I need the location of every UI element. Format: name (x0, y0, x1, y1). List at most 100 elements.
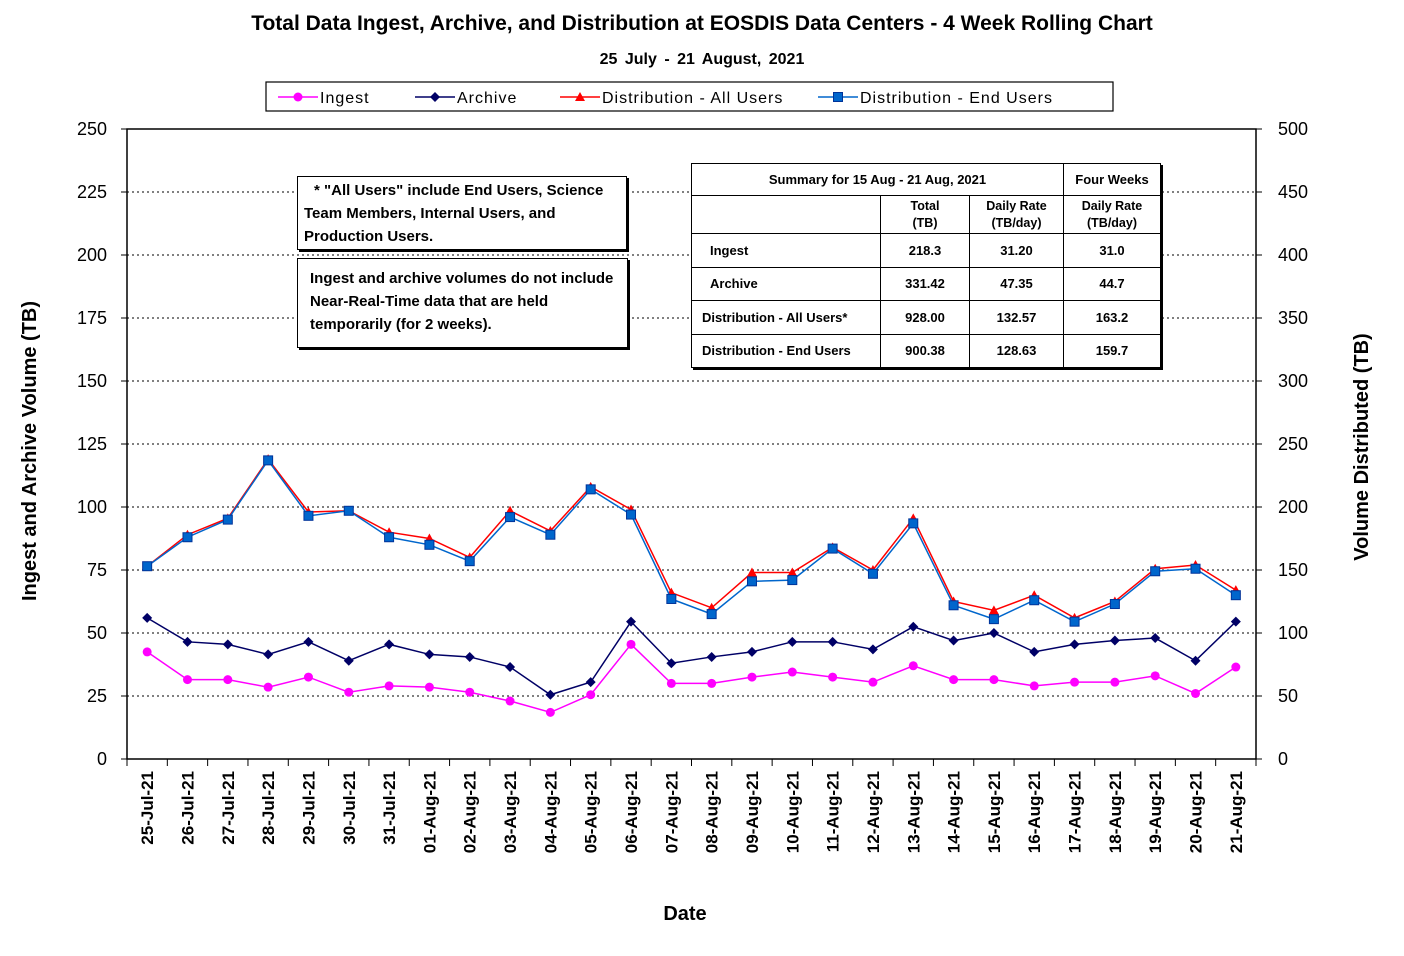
data-point (222, 639, 233, 650)
x-tick-label: 30-Jul-21 (340, 771, 359, 845)
series-line (146, 643, 1237, 714)
data-point (1069, 639, 1080, 650)
series-distribution-all-users (142, 454, 1241, 622)
data-point (142, 561, 153, 572)
series-archive (142, 612, 1241, 700)
x-tick-label: 16-Aug-21 (1025, 771, 1044, 853)
summary-row: Distribution - End Users 900.38 128.63 1… (691, 333, 1161, 368)
data-point (1190, 563, 1201, 574)
data-point (746, 646, 757, 657)
data-point (424, 539, 435, 550)
series-distribution-end-users (142, 455, 1241, 627)
plot-area: 0 25 50 75 100 125 150 175 200 225 250 0 50 100 150 200… (77, 119, 1308, 853)
y-axis-label: Ingest and Archive Volume (TB) (19, 301, 41, 601)
chart-subtitle: 25 July - 21 August, 2021 (599, 51, 805, 68)
data-point (303, 672, 313, 682)
legend-box (265, 81, 1114, 112)
data-point (1150, 566, 1161, 577)
legend-label: Distribution - End Users (860, 90, 1053, 107)
data-point (1110, 677, 1120, 687)
data-point (586, 690, 596, 700)
row-total: 218.3 (880, 233, 970, 268)
row-label: Distribution - End Users (691, 333, 881, 368)
y-tick-label: 150 (77, 371, 107, 391)
legend-label: Ingest (320, 90, 370, 107)
data-point (142, 647, 152, 657)
data-point (827, 636, 838, 647)
y2-tick-label: 100 (1278, 623, 1308, 643)
x-tick-label: 26-Jul-21 (178, 771, 197, 845)
y2-tick-label: 200 (1278, 497, 1308, 517)
legend-marker (293, 92, 303, 102)
x-tick-label: 11-Aug-21 (824, 771, 843, 852)
chart-title: Total Data Ingest, Archive, and Distribu… (251, 12, 1153, 35)
data-point (707, 678, 717, 688)
x-tick-label: 01-Aug-21 (420, 771, 439, 853)
data-point (384, 639, 395, 650)
data-point (1029, 681, 1039, 691)
data-point (263, 649, 274, 660)
x-tick-label: 02-Aug-21 (461, 771, 480, 853)
y-tick-label: 100 (77, 497, 107, 517)
data-point (1190, 655, 1201, 666)
x-tick-label: 15-Aug-21 (985, 771, 1004, 853)
data-point (384, 681, 394, 691)
data-point (988, 614, 999, 625)
x-tick-label: 14-Aug-21 (945, 771, 964, 853)
legend-label: Distribution - All Users (602, 90, 783, 107)
data-point (1230, 616, 1241, 627)
col-rate-line2: (TB/day) (991, 215, 1042, 230)
x-tick-label: 21-Aug-21 (1227, 771, 1246, 853)
data-point (303, 510, 314, 521)
data-point (1230, 590, 1241, 601)
y2-axis-label: Volume Distributed (TB) (1351, 333, 1373, 560)
data-point (182, 532, 193, 543)
data-point (1109, 599, 1120, 610)
data-point (988, 628, 999, 638)
data-point (626, 639, 636, 649)
summary-row: Ingest 218.3 31.20 31.0 (691, 233, 1161, 268)
data-point (747, 672, 757, 682)
summary-header-row: Total (TB) Daily Rate (TB/day) Daily Rat… (691, 195, 1161, 234)
data-point (828, 672, 838, 682)
x-tick-label: 18-Aug-21 (1106, 771, 1125, 853)
data-point (706, 651, 717, 662)
summary-heading: Summary for 15 Aug - 21 Aug, 2021 (691, 163, 1064, 196)
y2-tick-label: 0 (1278, 749, 1288, 769)
data-point (868, 677, 878, 687)
data-point (948, 635, 959, 646)
legend-marker (430, 92, 440, 102)
series-ingest (142, 639, 1241, 717)
x-tick-label: 09-Aug-21 (743, 771, 762, 853)
y-tick-label: 250 (77, 119, 107, 139)
data-point (344, 687, 354, 697)
data-point (545, 707, 555, 717)
row-rate4: 163.2 (1063, 300, 1161, 335)
x-tick-label: 03-Aug-21 (501, 771, 520, 853)
data-point (666, 678, 676, 688)
y2-tick-label: 500 (1278, 119, 1308, 139)
data-point (867, 644, 878, 655)
data-point (626, 616, 637, 627)
col-total-line1: Total (910, 198, 940, 213)
row-label: Archive (691, 266, 881, 301)
data-point (424, 682, 434, 692)
y2-tick-label: 50 (1278, 686, 1298, 706)
x-tick-label: 12-Aug-21 (864, 771, 883, 853)
data-point (827, 543, 838, 554)
col-rate4-header: Daily Rate (TB/day) (1063, 195, 1161, 234)
y-tick-label: 225 (77, 182, 107, 202)
data-point (1231, 662, 1241, 672)
data-point (989, 675, 999, 685)
series-line (146, 459, 1237, 623)
legend-label: Archive (457, 90, 517, 107)
data-point (505, 662, 516, 673)
data-point (1070, 677, 1080, 687)
y-tick-label: 25 (87, 686, 107, 706)
x-tick-label: 29-Jul-21 (299, 771, 318, 845)
col-total-header: Total (TB) (880, 195, 970, 234)
y2-tick-label: 350 (1278, 308, 1308, 328)
four-weeks-heading: Four Weeks (1063, 163, 1161, 196)
col-rate-line1: Daily Rate (986, 198, 1047, 213)
